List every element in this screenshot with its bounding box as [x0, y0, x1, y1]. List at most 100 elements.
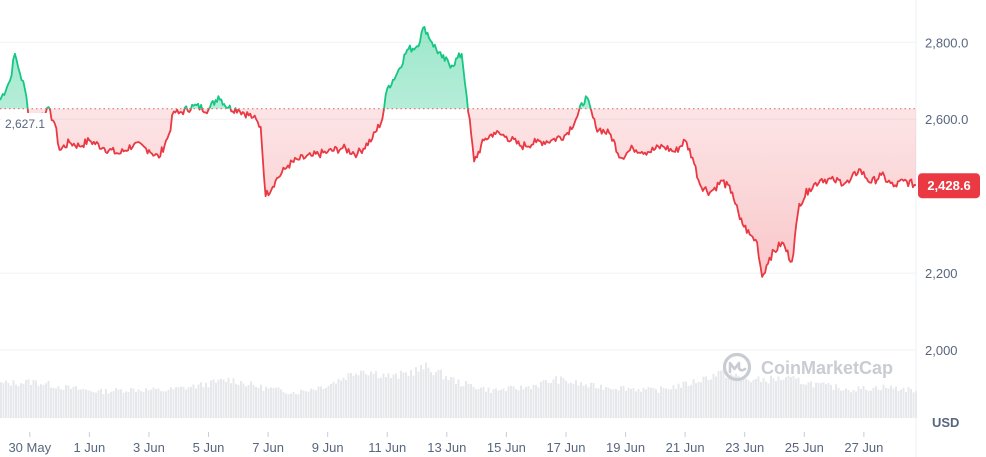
- volume-bar: [37, 385, 40, 418]
- volume-bar: [882, 384, 885, 418]
- volume-bar: [557, 383, 560, 418]
- volume-bar: [105, 389, 107, 418]
- volume-bar: [237, 384, 240, 418]
- volume-bar: [150, 389, 152, 418]
- volume-bar: [312, 389, 315, 418]
- volume-bar: [650, 387, 652, 418]
- volume-bar: [257, 388, 260, 418]
- volume-bar: [332, 381, 335, 418]
- volume-bar: [632, 388, 635, 418]
- volume-bar: [240, 381, 242, 418]
- volume-bar: [582, 385, 585, 418]
- price-area: [0, 26, 916, 277]
- volume-bar: [740, 377, 742, 418]
- x-tick-label-2024-06-21: 21 Jun: [666, 440, 705, 455]
- volume-bar: [80, 389, 82, 418]
- volume-bar: [362, 370, 365, 418]
- volume-bar: [827, 383, 830, 418]
- volume-bar: [360, 370, 362, 418]
- volume-bar: [200, 382, 202, 418]
- volume-bar: [10, 385, 12, 418]
- volume-bar: [400, 370, 402, 418]
- last-price-label: 2,428.6: [927, 178, 970, 193]
- volume-bar: [622, 385, 625, 418]
- volume-bar: [152, 387, 155, 418]
- volume-bar: [340, 380, 342, 418]
- volume-bar: [172, 389, 175, 418]
- volume-bar: [677, 383, 680, 418]
- volume-bar: [165, 391, 167, 418]
- volume-bar: [905, 392, 907, 418]
- volume-bar: [17, 386, 20, 418]
- y-tick-label-2800: 2,800.0: [925, 35, 968, 50]
- volume-bar: [800, 384, 802, 418]
- volume-bar: [735, 373, 737, 418]
- volume-bar: [177, 387, 180, 418]
- volume-bar: [875, 386, 877, 418]
- x-tick-label-2024-06-09: 9 Jun: [312, 440, 344, 455]
- volume-bar: [267, 388, 270, 418]
- volume-bar: [432, 375, 435, 418]
- price-line: [0, 26, 916, 278]
- volume-bar: [452, 377, 455, 418]
- volume-bar: [730, 374, 732, 418]
- volume-bar: [807, 382, 810, 418]
- volume-bar: [192, 384, 195, 418]
- volume-bar: [780, 380, 782, 418]
- volume-bar: [690, 384, 692, 418]
- volume-bar: [280, 389, 282, 418]
- volume-bar: [392, 374, 395, 418]
- volume-bar: [810, 381, 812, 418]
- volume-bar: [102, 394, 105, 418]
- volume-bar: [255, 386, 257, 418]
- volume-bar: [377, 378, 380, 418]
- volume-bar: [517, 390, 520, 418]
- x-tick-label-2024-06-27: 27 Jun: [844, 440, 883, 455]
- volume-bar: [605, 387, 607, 418]
- volume-bar: [415, 367, 417, 418]
- volume-bar: [72, 386, 75, 418]
- volume-bar: [217, 379, 220, 418]
- volume-bar: [700, 382, 702, 418]
- volume-bar: [132, 388, 135, 418]
- volume-bar: [515, 389, 517, 418]
- price-area-below-reference: [27, 108, 916, 277]
- volume-bar: [87, 390, 90, 418]
- volume-bar: [497, 390, 500, 418]
- volume-bar: [320, 386, 322, 418]
- volume-bar: [260, 384, 262, 418]
- volume-bar: [547, 382, 550, 418]
- volume-bar: [422, 369, 425, 418]
- volume-bar: [125, 391, 127, 418]
- volume-bar: [222, 379, 225, 418]
- volume-bar: [725, 377, 727, 418]
- volume-bar: [590, 382, 592, 418]
- volume-bar: [182, 386, 185, 418]
- volume-bar: [852, 389, 855, 418]
- volume-bar: [527, 386, 530, 418]
- volume-bar: [295, 394, 297, 418]
- volume-bar: [277, 387, 280, 418]
- volume-bar: [250, 381, 252, 418]
- volume-bar: [837, 387, 840, 418]
- volume-bar: [860, 389, 862, 418]
- x-tick-label-2024-06-07: 7 Jun: [252, 440, 284, 455]
- x-tick-label-2024-06-11: 11 Jun: [368, 440, 406, 455]
- volume-bar: [830, 384, 832, 418]
- volume-bar: [912, 392, 915, 418]
- volume-bar: [625, 391, 627, 418]
- coinmarketcap-watermark: CoinMarketCap: [722, 352, 893, 382]
- volume-bar: [855, 391, 857, 418]
- volume-bar: [45, 383, 47, 418]
- price-line-below-reference: [26, 108, 916, 278]
- volume-bar: [645, 389, 647, 418]
- volume-bar: [710, 379, 712, 418]
- volume-bar: [720, 370, 722, 418]
- volume-bar: [180, 386, 182, 418]
- volume-bar: [142, 392, 145, 418]
- volume-bar: [302, 390, 305, 418]
- volume-bar: [387, 373, 390, 418]
- x-tick-label-2024-06-23: 23 Jun: [725, 440, 764, 455]
- volume-bar: [122, 392, 125, 418]
